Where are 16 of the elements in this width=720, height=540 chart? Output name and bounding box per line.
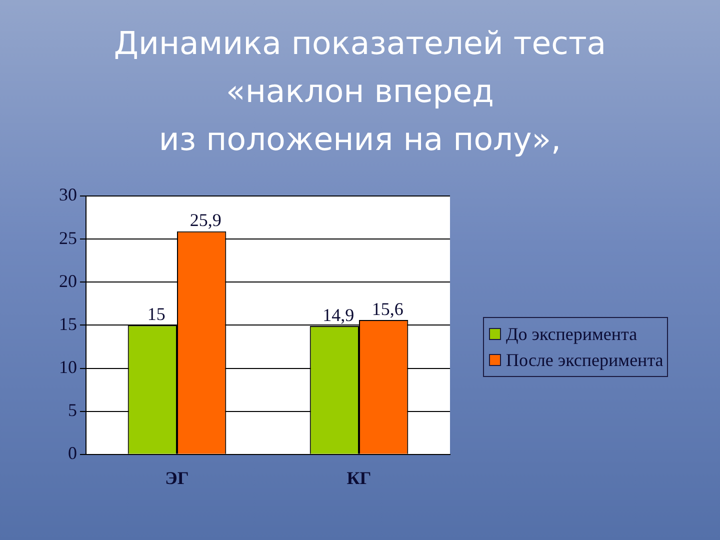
legend-label: До эксперимента bbox=[506, 323, 638, 346]
chart-title: Динамика показателей теста «наклон вперед из положения на полу», bbox=[112, 25, 608, 160]
y-tick-label: 30 bbox=[59, 184, 77, 205]
y-tick-label: 15 bbox=[59, 314, 77, 334]
x-tick-label: КГ bbox=[346, 468, 372, 488]
y-tick-label: 25 bbox=[59, 228, 77, 248]
y-tick-label: 10 bbox=[59, 357, 77, 377]
y-tick-label: 20 bbox=[59, 270, 77, 291]
data-label: 15,6 bbox=[372, 298, 404, 319]
y-tick-label: 5 bbox=[68, 400, 77, 420]
data-label: 25,9 bbox=[190, 210, 222, 230]
y-tick-label: 0 bbox=[68, 443, 77, 464]
data-label: 14,9 bbox=[322, 304, 354, 325]
legend-label: После эксперимента bbox=[506, 349, 664, 372]
x-tick-label: ЭГ bbox=[165, 468, 189, 488]
data-label: 15 bbox=[147, 304, 166, 324]
